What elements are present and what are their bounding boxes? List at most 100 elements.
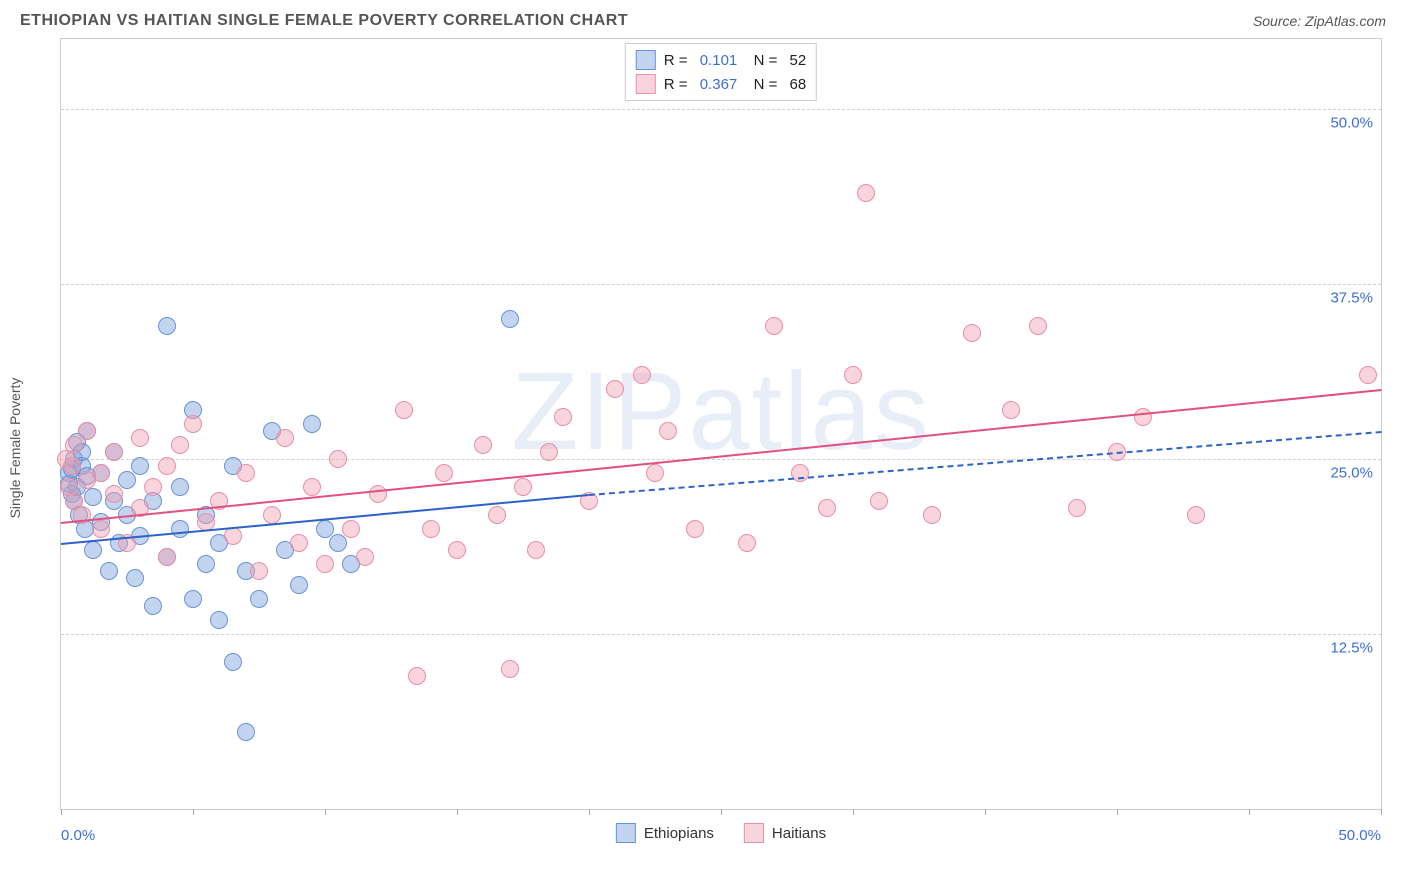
scatter-point (540, 443, 558, 461)
scatter-point (422, 520, 440, 538)
legend-swatch (636, 50, 656, 70)
scatter-point (633, 366, 651, 384)
scatter-point (158, 317, 176, 335)
scatter-point (63, 457, 81, 475)
gridline (61, 284, 1381, 285)
scatter-point (118, 471, 136, 489)
y-tick-label: 37.5% (1330, 290, 1373, 307)
legend-stats: R = 0.101 N = 52R = 0.367 N = 68 (625, 43, 817, 101)
legend-series-item: Haitians (744, 823, 826, 843)
scatter-point (197, 555, 215, 573)
gridline (61, 109, 1381, 110)
y-tick-label: 25.0% (1330, 465, 1373, 482)
gridline (61, 634, 1381, 635)
scatter-point (224, 653, 242, 671)
scatter-point (171, 520, 189, 538)
chart-wrapper: Single Female Poverty ZIPatlas 12.5%25.0… (20, 38, 1386, 858)
legend-r-label: R = (664, 52, 692, 69)
scatter-point (303, 478, 321, 496)
y-axis-label: Single Female Poverty (7, 378, 23, 519)
x-tick (193, 809, 194, 815)
scatter-point (329, 534, 347, 552)
scatter-point (92, 464, 110, 482)
scatter-point (84, 541, 102, 559)
scatter-point (65, 436, 83, 454)
x-tick (61, 809, 62, 815)
scatter-point (171, 436, 189, 454)
scatter-point (738, 534, 756, 552)
scatter-point (1359, 366, 1377, 384)
legend-n-value: 52 (790, 52, 807, 69)
chart-header: ETHIOPIAN VS HAITIAN SINGLE FEMALE POVER… (0, 0, 1406, 38)
legend-stats-row: R = 0.101 N = 52 (636, 48, 806, 72)
x-tick (721, 809, 722, 815)
legend-series-item: Ethiopians (616, 823, 714, 843)
scatter-point (276, 429, 294, 447)
legend-r-label: R = (664, 76, 692, 93)
scatter-point (263, 506, 281, 524)
scatter-point (131, 429, 149, 447)
legend-n-value: 68 (790, 76, 807, 93)
x-tick (1117, 809, 1118, 815)
scatter-point (184, 590, 202, 608)
scatter-point (488, 506, 506, 524)
source-name: ZipAtlas.com (1305, 13, 1386, 29)
x-tick (853, 809, 854, 815)
legend-n-label: N = (745, 76, 781, 93)
scatter-point (765, 317, 783, 335)
x-tick (1249, 809, 1250, 815)
scatter-point (435, 464, 453, 482)
plot-area: ZIPatlas 12.5%25.0%37.5%50.0%R = 0.101 N… (60, 38, 1382, 810)
scatter-point (105, 443, 123, 461)
scatter-point (250, 590, 268, 608)
scatter-point (1002, 401, 1020, 419)
scatter-point (158, 457, 176, 475)
scatter-point (210, 611, 228, 629)
x-tick (457, 809, 458, 815)
y-tick-label: 50.0% (1330, 115, 1373, 132)
gridline (61, 459, 1381, 460)
scatter-point (1029, 317, 1047, 335)
x-tick (325, 809, 326, 815)
scatter-point (329, 450, 347, 468)
scatter-point (144, 597, 162, 615)
scatter-point (501, 660, 519, 678)
scatter-point (131, 457, 149, 475)
scatter-point (250, 562, 268, 580)
scatter-point (963, 324, 981, 342)
scatter-point (923, 506, 941, 524)
scatter-point (1068, 499, 1086, 517)
scatter-point (158, 548, 176, 566)
scatter-point (369, 485, 387, 503)
y-tick-label: 12.5% (1330, 640, 1373, 657)
chart-source: Source: ZipAtlas.com (1253, 13, 1386, 29)
scatter-point (144, 478, 162, 496)
scatter-point (857, 184, 875, 202)
scatter-point (171, 478, 189, 496)
legend-swatch (616, 823, 636, 843)
scatter-point (100, 562, 118, 580)
trend-line (589, 431, 1381, 496)
scatter-point (184, 415, 202, 433)
scatter-point (1134, 408, 1152, 426)
legend-r-value: 0.101 (700, 52, 738, 69)
scatter-point (514, 478, 532, 496)
scatter-point (554, 408, 572, 426)
scatter-point (474, 436, 492, 454)
trend-line (61, 389, 1381, 524)
legend-series: Ethiopians Haitians (616, 823, 826, 843)
x-axis-label: 50.0% (1338, 827, 1381, 844)
scatter-point (686, 520, 704, 538)
scatter-point (316, 555, 334, 573)
x-tick (589, 809, 590, 815)
legend-r-value: 0.367 (700, 76, 738, 93)
scatter-point (408, 667, 426, 685)
scatter-point (356, 548, 374, 566)
scatter-point (105, 485, 123, 503)
scatter-point (448, 541, 466, 559)
scatter-point (844, 366, 862, 384)
scatter-point (527, 541, 545, 559)
scatter-point (303, 415, 321, 433)
scatter-point (395, 401, 413, 419)
scatter-point (1187, 506, 1205, 524)
